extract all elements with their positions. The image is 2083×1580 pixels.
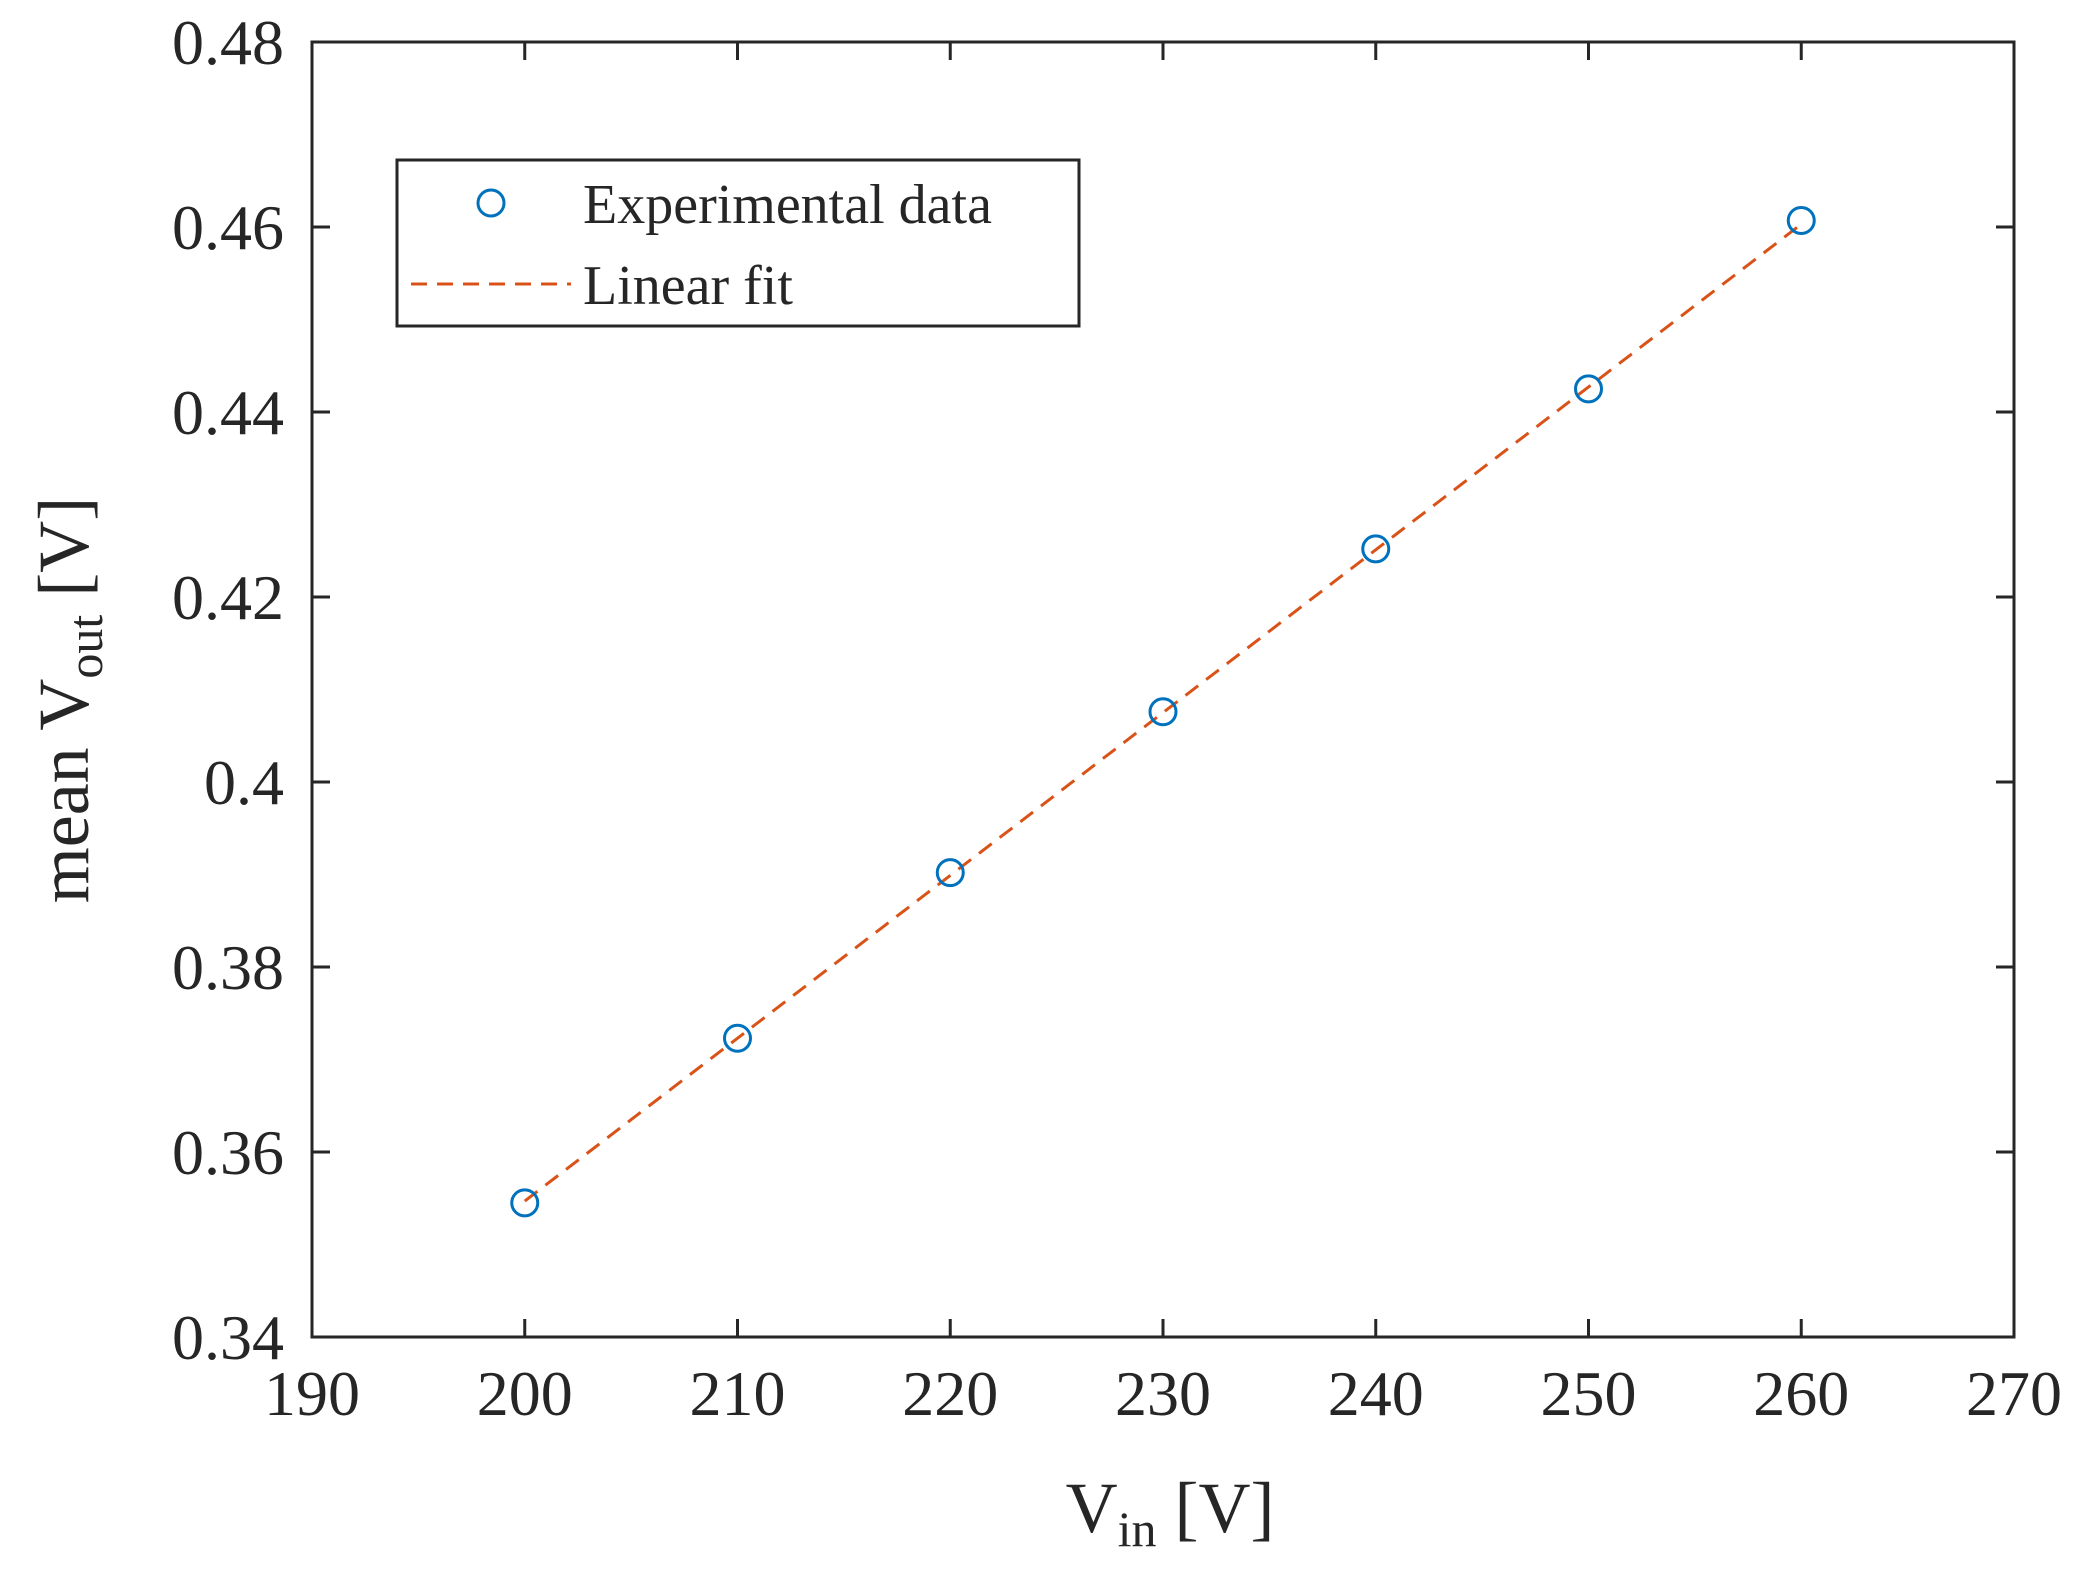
- y-tick-label: 0.46: [172, 192, 284, 263]
- y-tick-label: 0.38: [172, 932, 284, 1003]
- y-axis-label-unit: [V]: [24, 497, 104, 615]
- x-tick-label: 270: [1966, 1358, 2062, 1429]
- legend-marker-experimental-data: [476, 188, 506, 218]
- x-axis-label: Vin [V]: [1066, 1468, 1275, 1557]
- x-tick-label: 200: [477, 1358, 573, 1429]
- x-axis-label-sub: in: [1118, 1501, 1157, 1557]
- y-axis-label-sub: out: [57, 615, 113, 679]
- data-point: [935, 858, 965, 888]
- data-point: [723, 1023, 752, 1053]
- y-tick-label: 0.48: [172, 7, 284, 78]
- x-axis-label-unit: [V]: [1156, 1468, 1274, 1548]
- y-axis-label-prefix: mean V: [24, 679, 104, 904]
- y-axis-label: mean Vout [V]: [24, 497, 113, 903]
- y-tick-label: 0.4: [204, 747, 284, 818]
- x-axis-label-main: V: [1066, 1468, 1118, 1548]
- legend: Experimental data Linear fit: [395, 158, 1081, 328]
- legend-label-linear-fit: Linear fit: [583, 255, 793, 317]
- legend-label-experimental-data: Experimental data: [583, 174, 992, 236]
- data-point: [1574, 374, 1603, 404]
- y-tick-label: 0.34: [172, 1302, 284, 1373]
- x-tick-label: 240: [1328, 1358, 1424, 1429]
- y-tick-label: 0.36: [172, 1117, 284, 1188]
- legend-box: [395, 158, 1081, 328]
- y-tick-label: 0.44: [172, 377, 284, 448]
- x-tick-label: 230: [1115, 1358, 1211, 1429]
- y-tick-label: 0.42: [172, 562, 284, 633]
- data-point: [1361, 534, 1391, 564]
- x-tick-label: 210: [690, 1358, 786, 1429]
- x-tick-label: 190: [264, 1358, 360, 1429]
- x-tick-label: 250: [1541, 1358, 1637, 1429]
- data-point: [510, 1188, 540, 1218]
- plot-content: [510, 206, 1816, 1218]
- ticks: 190 200 210 220 230 240 250 260 270 0.34 0.36 0.38 0…: [172, 7, 2062, 1429]
- x-tick-label: 220: [902, 1358, 998, 1429]
- data-point: [1148, 697, 1178, 727]
- x-tick-label: 260: [1753, 1358, 1849, 1429]
- data-point: [1786, 206, 1816, 236]
- linear-fit-line: [523, 223, 1803, 1203]
